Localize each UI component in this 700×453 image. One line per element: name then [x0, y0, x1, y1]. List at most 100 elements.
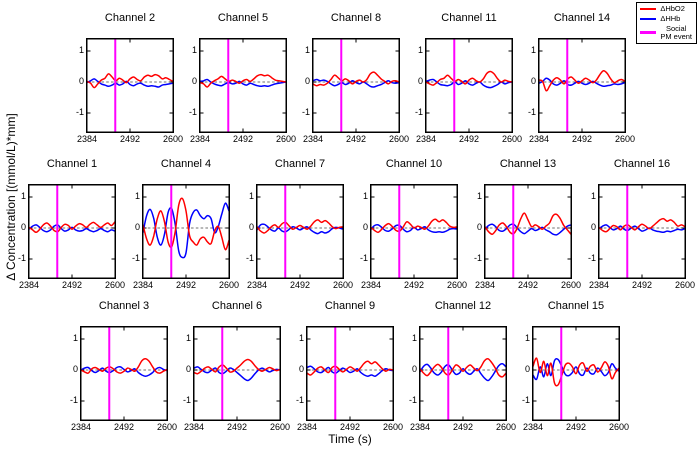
x-tick-2384: 2384	[18, 280, 40, 290]
panel-title-channel-16: Channel 16	[613, 158, 671, 170]
y-tick--1: -1	[414, 107, 423, 117]
y-tick--1: -1	[245, 253, 254, 263]
legend-item-social-pm-event: Social PM event	[640, 23, 692, 41]
x-tick-2492: 2492	[452, 422, 474, 432]
plot-wrap-channel-15: 1 0 -1	[520, 326, 620, 421]
axes-box	[28, 184, 116, 279]
panel-title-channel-7: Channel 7	[274, 158, 326, 170]
plot-channel-6	[193, 326, 281, 421]
y-tick-labels-channel-1: 1 0 -1	[16, 184, 28, 279]
x-tick-2492: 2492	[232, 134, 254, 144]
x-tick-2384: 2384	[522, 422, 544, 432]
x-tick-2600: 2600	[495, 422, 517, 432]
axes-box	[484, 184, 572, 279]
y-tick-1: 1	[78, 45, 84, 55]
x-tick-2492: 2492	[61, 280, 83, 290]
y-tick-0: 0	[191, 76, 197, 86]
y-tick-0: 0	[185, 364, 191, 374]
x-tick-labels-channel-13: 2384 2492 2600	[475, 279, 581, 291]
hhb-line	[256, 223, 344, 235]
plot-background	[199, 38, 287, 133]
x-tick-labels-channel-4: 2384 2492 2600	[133, 279, 239, 291]
panel-row-1: Channel 2 1 0 -1 2384 2492 2600 Channel 5 1 0 -1 23…	[74, 12, 635, 145]
x-tick-2600: 2600	[218, 280, 240, 290]
x-tick-2384: 2384	[296, 422, 318, 432]
hbo2-line	[86, 73, 174, 89]
panel-title-channel-6: Channel 6	[211, 300, 263, 312]
y-tick-1: 1	[417, 45, 423, 55]
x-tick-2384: 2384	[183, 422, 205, 432]
panel-channel-4: Channel 4 1 0 -1 2384 2492 2600	[130, 158, 239, 291]
panel-channel-1: Channel 1 1 0 -1 2384 2492 2600	[16, 158, 125, 291]
plot-channel-11	[425, 38, 513, 133]
plot-background	[256, 184, 344, 279]
plot-wrap-channel-13: 1 0 -1	[472, 184, 572, 279]
panel-title-channel-4: Channel 4	[160, 158, 212, 170]
y-tick--1: -1	[69, 395, 78, 405]
panel-channel-6: Channel 6 1 0 -1 2384 2492 2600	[181, 300, 290, 433]
plot-wrap-channel-5: 1 0 -1	[187, 38, 287, 133]
x-tick-labels-channel-14: 2384 2492 2600	[529, 133, 635, 145]
x-tick-labels-channel-10: 2384 2492 2600	[361, 279, 467, 291]
legend-item-hhb: ΔHHb	[640, 14, 692, 23]
y-tick-1: 1	[524, 333, 530, 343]
plot-channel-2	[86, 38, 174, 133]
legend-label-line2: PM event	[660, 31, 692, 41]
y-tick-labels-channel-12: 1 0 -1	[407, 326, 419, 421]
hhb-line-swatch	[640, 17, 657, 20]
panel-title-channel-5: Channel 5	[217, 12, 269, 24]
y-tick-1: 1	[72, 333, 78, 343]
y-tick--1: -1	[473, 253, 482, 263]
plot-background	[425, 38, 513, 133]
y-tick-1: 1	[248, 191, 254, 201]
hbo2-line	[306, 360, 394, 376]
axes-box	[256, 184, 344, 279]
y-tick--1: -1	[182, 395, 191, 405]
y-tick--1: -1	[359, 253, 368, 263]
hhb-line	[199, 78, 287, 88]
hhb-line	[484, 223, 572, 236]
legend: ΔHbO2 ΔHHb Social PM event	[636, 2, 697, 44]
hhb-line	[598, 224, 686, 234]
axes-box	[598, 184, 686, 279]
plot-wrap-channel-4: 1 0 -1	[130, 184, 230, 279]
x-tick-labels-channel-2: 2384 2492 2600	[77, 133, 183, 145]
plot-background	[538, 38, 626, 133]
x-tick-labels-channel-15: 2384 2492 2600	[523, 421, 629, 433]
panel-channel-12: Channel 12 1 0 -1 2384 2492 2600	[407, 300, 516, 433]
plot-background	[306, 326, 394, 421]
y-tick-1: 1	[411, 333, 417, 343]
hbo2-line	[80, 358, 168, 374]
y-tick-0: 0	[72, 364, 78, 374]
panel-title-channel-8: Channel 8	[330, 12, 382, 24]
y-tick-labels-channel-14: 1 0 -1	[526, 38, 538, 133]
panel-title-channel-1: Channel 1	[46, 158, 98, 170]
y-tick-labels-channel-3: 1 0 -1	[68, 326, 80, 421]
x-tick-2384: 2384	[302, 134, 324, 144]
panel-title-channel-15: Channel 15	[547, 300, 605, 312]
panel-channel-14: Channel 14 1 0 -1 2384 2492 2600	[526, 12, 635, 145]
plot-background	[312, 38, 400, 133]
hhb-line	[86, 78, 174, 88]
x-tick-2492: 2492	[565, 422, 587, 432]
plot-wrap-channel-11: 1 0 -1	[413, 38, 513, 133]
plot-background	[86, 38, 174, 133]
x-tick-2384: 2384	[415, 134, 437, 144]
x-tick-2492: 2492	[345, 134, 367, 144]
x-tick-2600: 2600	[104, 280, 126, 290]
y-tick--1: -1	[527, 107, 536, 117]
x-tick-2600: 2600	[501, 134, 523, 144]
y-tick-0: 0	[411, 364, 417, 374]
y-tick-labels-channel-9: 1 0 -1	[294, 326, 306, 421]
hhb-line	[28, 224, 116, 233]
plot-wrap-channel-1: 1 0 -1	[16, 184, 116, 279]
x-tick-2384: 2384	[588, 280, 610, 290]
panel-channel-15: Channel 15 1 0 -1 2384 2492 2600	[520, 300, 629, 433]
legend-label-line1: Social	[665, 23, 687, 33]
plot-background	[80, 326, 168, 421]
legend-label-hbo2: ΔHbO2	[660, 4, 685, 13]
x-tick-2600: 2600	[388, 134, 410, 144]
plot-channel-12	[419, 326, 507, 421]
x-tick-2384: 2384	[132, 280, 154, 290]
x-tick-2600: 2600	[608, 422, 630, 432]
